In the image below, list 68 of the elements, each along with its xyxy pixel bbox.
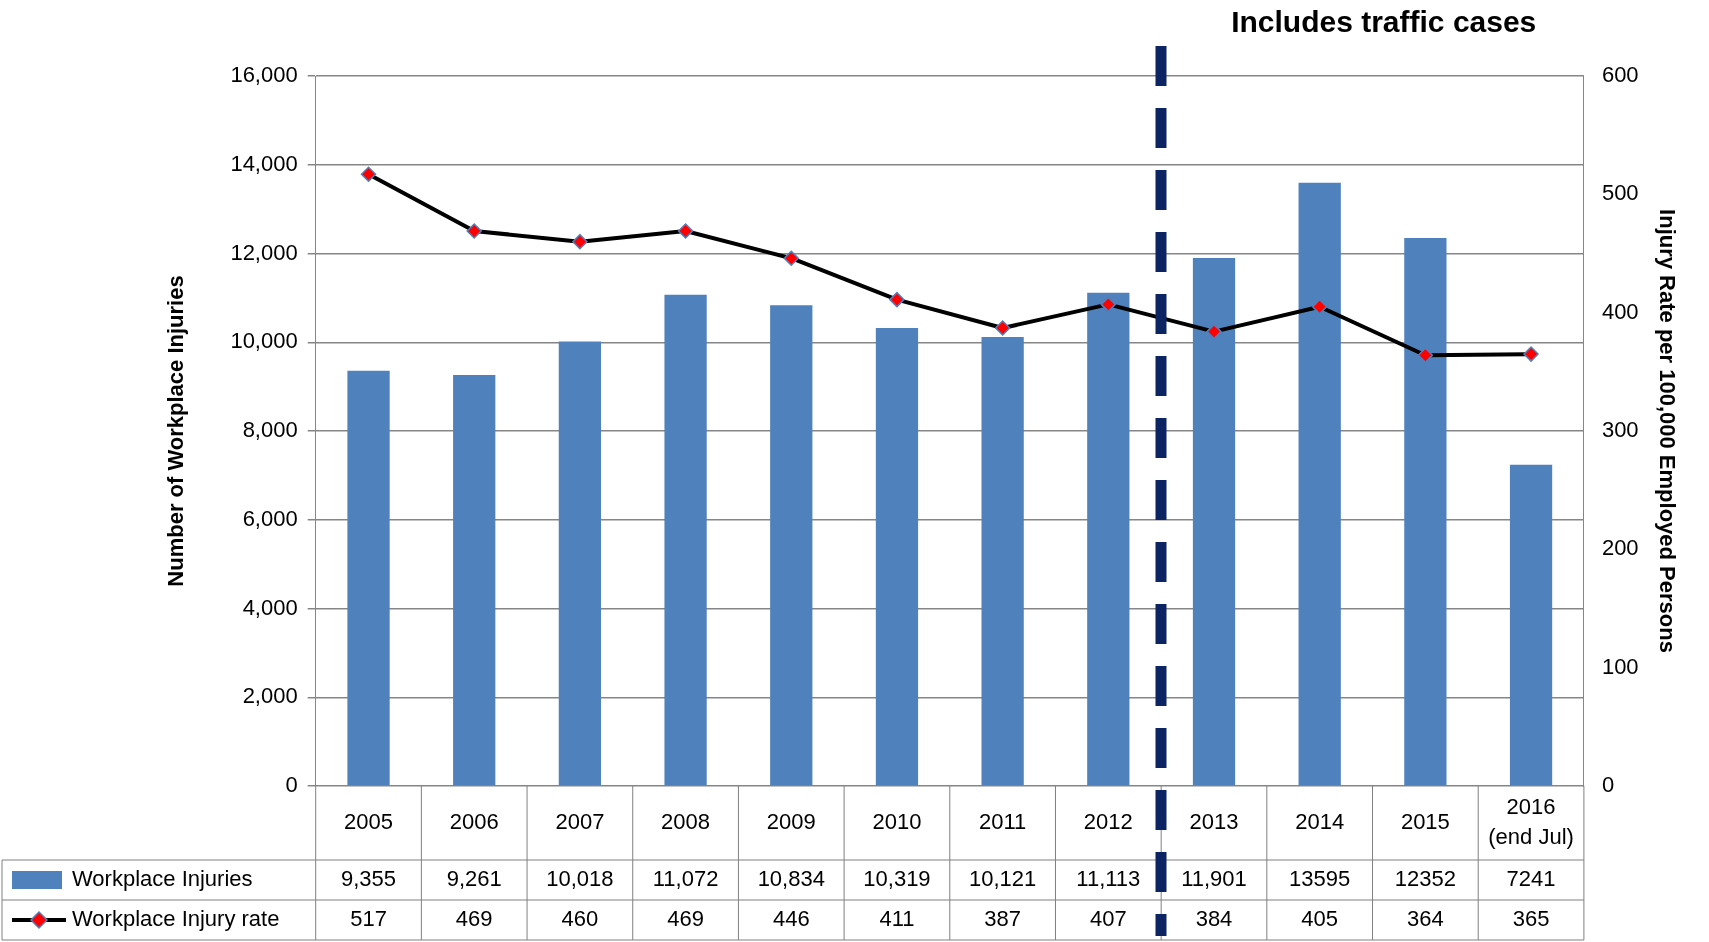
y-tick-label: 4,000 xyxy=(242,594,298,620)
y2-tick-label: 300 xyxy=(1601,417,1639,443)
data-label: 364 xyxy=(1407,906,1444,932)
y-tick-label: 6,000 xyxy=(242,505,298,531)
y2-tick-label: 200 xyxy=(1601,535,1639,561)
data-label: 11,901 xyxy=(1181,866,1247,892)
data-label: 469 xyxy=(455,906,493,932)
bar xyxy=(1298,182,1341,786)
data-label: 11,072 xyxy=(652,866,719,892)
x-tick-label: 2011 xyxy=(978,809,1027,835)
legend-label: Workplace Injury rate xyxy=(72,906,280,932)
data-label: 10,319 xyxy=(863,866,931,892)
x-tick-label: 2012 xyxy=(1083,809,1133,835)
bar xyxy=(875,328,919,786)
data-label: 405 xyxy=(1301,906,1339,932)
bar xyxy=(1404,237,1447,786)
y-tick-label: 8,000 xyxy=(242,417,298,443)
data-label: 365 xyxy=(1512,906,1550,932)
bar xyxy=(347,370,390,786)
bar xyxy=(1087,292,1130,786)
x-tick-label: 2005 xyxy=(344,809,394,835)
data-label: 469 xyxy=(667,906,704,932)
x-tick-label: 2014 xyxy=(1295,809,1345,835)
data-label: 10,121 xyxy=(968,866,1037,892)
bar xyxy=(453,375,496,786)
legend-label: Workplace Injuries xyxy=(72,866,253,892)
bar xyxy=(664,294,707,786)
x-tick-label: 2010 xyxy=(872,809,922,835)
y2-tick-label: 500 xyxy=(1601,180,1639,206)
y2-tick-label: 0 xyxy=(1601,772,1615,798)
data-label: 10,834 xyxy=(757,866,825,892)
y-axis-title: Number of Workplace Injuries xyxy=(163,275,189,587)
y-tick-label: 0 xyxy=(285,772,298,798)
y2-tick-label: 100 xyxy=(1601,653,1639,679)
data-label: 411 xyxy=(879,906,915,932)
y-tick-label: 16,000 xyxy=(230,62,298,88)
data-label: 446 xyxy=(772,906,810,932)
y-tick-label: 10,000 xyxy=(230,328,298,354)
bar xyxy=(770,305,813,786)
data-label: 9,355 xyxy=(341,866,397,892)
data-label: 460 xyxy=(561,906,599,932)
x-tick-label: 2016 (end Jul) xyxy=(1488,794,1574,850)
y-tick-label: 2,000 xyxy=(242,683,298,709)
x-tick-label: 2015 xyxy=(1400,809,1450,835)
data-label: 11,113 xyxy=(1076,866,1141,892)
data-label: 9,261 xyxy=(446,866,502,892)
x-tick-label: 2007 xyxy=(555,809,605,835)
text: Includes traffic cases xyxy=(1231,5,1537,39)
bar xyxy=(1509,464,1553,786)
data-label: 407 xyxy=(1089,906,1127,932)
data-label: 12352 xyxy=(1394,866,1456,892)
data-label: 7241 xyxy=(1506,866,1556,892)
y-tick-label: 14,000 xyxy=(230,150,298,176)
x-tick-label: 2006 xyxy=(449,809,499,835)
data-label: 384 xyxy=(1195,906,1233,932)
x-tick-label: 2008 xyxy=(661,809,711,835)
data-label: 10,018 xyxy=(546,866,614,892)
data-label: 387 xyxy=(984,906,1021,932)
bar xyxy=(1192,257,1236,786)
x-tick-label: 2013 xyxy=(1189,809,1239,835)
data-label: 13595 xyxy=(1289,866,1351,892)
bar xyxy=(558,341,602,786)
y-tick-label: 12,000 xyxy=(230,239,298,265)
x-tick-label: 2009 xyxy=(766,809,816,835)
data-label: 517 xyxy=(350,906,387,932)
y2-axis-title: Injury Rate per 100,000 Employed Persons xyxy=(1654,209,1680,653)
y2-tick-label: 400 xyxy=(1601,298,1639,324)
y2-tick-label: 600 xyxy=(1601,62,1639,88)
